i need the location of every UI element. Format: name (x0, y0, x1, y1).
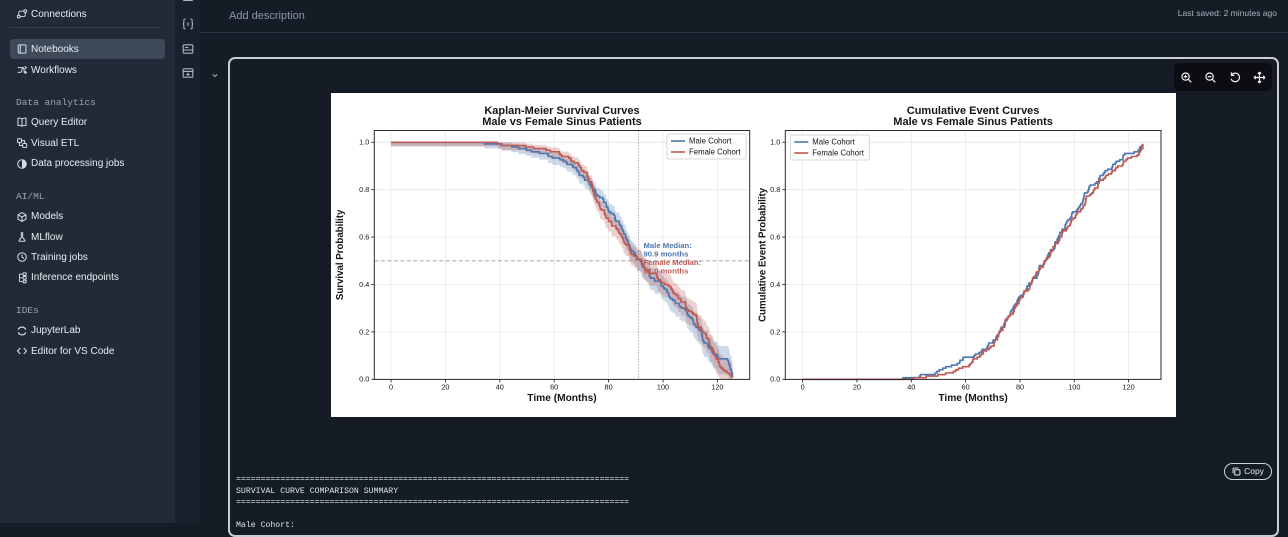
svg-text:20: 20 (853, 382, 861, 391)
svg-text:100: 100 (1068, 382, 1080, 391)
svg-text:Time (Months): Time (Months) (938, 393, 1007, 404)
svg-text:1.0: 1.0 (359, 138, 369, 147)
svg-text:91.0 months: 91.0 months (644, 266, 689, 275)
svg-text:Survival Probability: Survival Probability (335, 209, 346, 300)
svg-text:20: 20 (441, 382, 449, 391)
svg-text:1.0: 1.0 (770, 138, 780, 147)
svg-text:120: 120 (1123, 382, 1135, 391)
svg-text:Cumulative Event Probability: Cumulative Event Probability (757, 187, 768, 322)
svg-text:0.8: 0.8 (770, 185, 780, 194)
svg-text:80: 80 (1016, 382, 1024, 391)
svg-text:0.4: 0.4 (359, 280, 369, 289)
svg-text:0.0: 0.0 (770, 375, 780, 384)
svg-text:Female Cohort: Female Cohort (812, 149, 864, 158)
svg-text:60: 60 (962, 382, 970, 391)
svg-text:0.6: 0.6 (359, 233, 369, 242)
svg-text:x: x (186, 21, 190, 28)
svg-text:120: 120 (711, 382, 723, 391)
svg-text:Female Cohort: Female Cohort (689, 148, 741, 157)
svg-text:0.4: 0.4 (770, 280, 780, 289)
svg-text:60: 60 (550, 382, 558, 391)
svg-text:0: 0 (801, 382, 805, 391)
svg-text:100: 100 (657, 382, 669, 391)
svg-text:0.6: 0.6 (770, 233, 780, 242)
svg-text:40: 40 (496, 382, 504, 391)
svg-text:Male Cohort: Male Cohort (812, 138, 855, 147)
svg-text:0.8: 0.8 (359, 185, 369, 194)
svg-text:0.2: 0.2 (359, 327, 369, 336)
svg-text:Time (Months): Time (Months) (527, 393, 596, 404)
svg-text:80: 80 (605, 382, 613, 391)
svg-text:40: 40 (907, 382, 915, 391)
svg-text:Male Cohort: Male Cohort (689, 137, 732, 146)
svg-text:0: 0 (389, 382, 393, 391)
svg-text:Male vs Female Sinus Patients: Male vs Female Sinus Patients (482, 116, 642, 128)
svg-text:Male vs Female Sinus Patients: Male vs Female Sinus Patients (893, 116, 1053, 128)
svg-text:0.0: 0.0 (359, 375, 369, 384)
svg-text:0.2: 0.2 (770, 327, 780, 336)
